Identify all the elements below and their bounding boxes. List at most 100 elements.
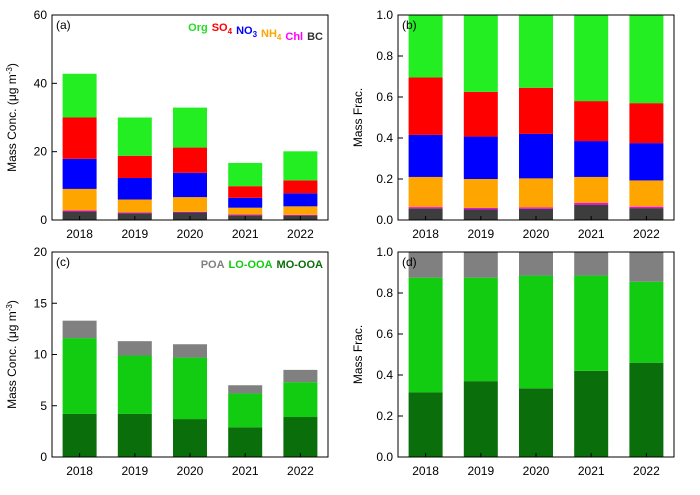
- y-tick-label-c-3: 15: [34, 296, 48, 310]
- bar-b-2021-chl: [574, 202, 609, 205]
- bar-d-2021-mo-ooa: [574, 370, 609, 457]
- x-tick-label-c-2: 2020: [177, 464, 204, 478]
- bar-d-2020-mo-ooa: [519, 388, 553, 457]
- legend-item-a-5: BC: [307, 31, 323, 43]
- bar-a-2022-nh4: [283, 206, 318, 215]
- bar-c-2019-lo-ooa: [117, 355, 152, 414]
- bar-a-2019-chl: [117, 212, 152, 214]
- bar-a-2020-nh4: [173, 197, 207, 212]
- panel-b: 0.0 0.2 0.4 0.6 0.8 1.0 2018 2019 2020 2021 2022 Ma…: [351, 8, 675, 241]
- bar-a-2019-org: [117, 117, 152, 156]
- bar-b-2020-nh4: [519, 178, 553, 208]
- bar-b-2020-chl: [519, 207, 553, 209]
- bar-b-2022-chl: [629, 206, 664, 209]
- bar-a-2018-no3: [62, 158, 97, 189]
- legend-item-c-1: LO-OOA: [229, 259, 273, 271]
- y-tick-label-b-4: 0.8: [376, 49, 393, 63]
- bar-a-2018-nh4: [62, 188, 97, 211]
- bar-b-2018-no3: [408, 134, 443, 177]
- y-tick-label-d-2: 0.4: [376, 368, 393, 382]
- panel-label-b: (b): [402, 18, 417, 32]
- bar-b-2022-no3: [629, 143, 664, 181]
- legend-a: Org SO4 NO3 NH4 Chl BC: [188, 22, 323, 43]
- x-tick-label-b-2: 2020: [523, 227, 550, 241]
- bar-c-2022-poa: [283, 369, 318, 383]
- bar-d-2022-poa: [629, 252, 664, 282]
- y-tick-label-a-3: 60: [34, 8, 48, 22]
- x-tick-label-b-4: 2022: [633, 227, 660, 241]
- y-axis-label-c: Mass Conc. (μg m-3): [5, 300, 20, 409]
- bar-b-2022-org: [629, 15, 664, 104]
- y-tick-label-b-2: 0.4: [376, 131, 393, 145]
- bar-a-2018-org: [62, 73, 97, 118]
- legend-item-c-2: MO-OOA: [277, 259, 323, 271]
- bar-c-2022-lo-ooa: [283, 382, 318, 418]
- bar-b-2019-chl: [463, 207, 498, 210]
- bar-c-2020-mo-ooa: [173, 419, 207, 457]
- bar-b-2020-org: [519, 15, 553, 88]
- x-tick-label-d-1: 2019: [467, 464, 494, 478]
- legend-item-a-0: Org: [188, 22, 208, 34]
- panel-label-d: (d): [402, 255, 417, 269]
- bar-c-2022-mo-ooa: [283, 417, 318, 457]
- bar-b-2022-so4: [629, 103, 664, 144]
- x-tick-label-c-0: 2018: [66, 464, 93, 478]
- bar-d-2019-poa: [463, 252, 498, 278]
- bar-a-2020-chl: [173, 211, 207, 213]
- bar-d-2018-mo-ooa: [408, 392, 443, 457]
- x-tick-label-d-3: 2021: [578, 464, 605, 478]
- bar-a-2020-org: [173, 107, 207, 148]
- bar-a-2020-no3: [173, 172, 207, 198]
- bar-b-2021-so4: [574, 101, 609, 142]
- y-tick-label-c-0: 0: [40, 450, 47, 464]
- x-tick-label-d-0: 2018: [412, 464, 439, 478]
- y-axis-label-b: Mass Frac.: [351, 88, 365, 147]
- legend-c: POA LO-OOA MO-OOA: [201, 259, 323, 271]
- x-tick-label-a-0: 2018: [66, 227, 93, 241]
- bar-a-2019-nh4: [117, 199, 152, 213]
- bar-a-2022-so4: [283, 180, 318, 194]
- bar-b-2018-nh4: [408, 176, 443, 208]
- bar-b-2019-so4: [463, 91, 498, 137]
- bar-b-2020-bc: [519, 208, 553, 220]
- y-tick-label-d-0: 0.0: [376, 450, 393, 464]
- bar-b-2021-org: [574, 15, 609, 102]
- y-tick-label-b-0: 0.0: [376, 213, 393, 227]
- bar-c-2020-lo-ooa: [173, 357, 207, 420]
- bar-d-2022-lo-ooa: [629, 281, 664, 363]
- x-tick-label-c-4: 2022: [287, 464, 314, 478]
- bar-b-2022-bc: [629, 208, 664, 220]
- bar-c-2019-poa: [117, 341, 152, 356]
- x-tick-label-a-2: 2020: [177, 227, 204, 241]
- y-tick-label-d-4: 0.8: [376, 286, 393, 300]
- x-tick-label-b-0: 2018: [412, 227, 439, 241]
- x-tick-label-b-3: 2021: [578, 227, 605, 241]
- y-axis-label-a: Mass Conc. (μg m-3): [5, 63, 20, 172]
- bar-a-2021-no3: [228, 197, 263, 208]
- bar-c-2021-mo-ooa: [228, 427, 263, 457]
- bar-c-2018-poa: [62, 320, 97, 339]
- bar-b-2020-no3: [519, 133, 553, 179]
- bar-c-2018-lo-ooa: [62, 338, 97, 414]
- bar-a-2021-org: [228, 162, 263, 187]
- x-tick-label-d-4: 2022: [633, 464, 660, 478]
- bar-b-2021-bc: [574, 204, 609, 221]
- panel-label-c: (c): [56, 255, 70, 269]
- bar-a-2021-chl: [228, 214, 263, 216]
- bar-b-2019-org: [463, 15, 498, 92]
- panel-a: 0 20 40 60 2018 2019 2020 2021 2022 Mass Conc. (μ…: [5, 8, 329, 241]
- bar-d-2018-lo-ooa: [408, 277, 443, 393]
- bar-c-2020-poa: [173, 344, 207, 358]
- bar-b-2018-bc: [408, 208, 443, 220]
- bar-c-2021-lo-ooa: [228, 393, 263, 428]
- bar-b-2021-no3: [574, 141, 609, 177]
- bar-d-2020-lo-ooa: [519, 275, 553, 389]
- x-tick-label-d-2: 2020: [523, 464, 550, 478]
- y-tick-label-a-0: 0: [40, 213, 47, 227]
- bar-d-2019-lo-ooa: [463, 277, 498, 382]
- y-axis-label-d: Mass Frac.: [351, 325, 365, 384]
- bar-b-2018-org: [408, 15, 443, 78]
- x-tick-label-a-1: 2019: [121, 227, 148, 241]
- bar-a-2022-chl: [283, 214, 318, 216]
